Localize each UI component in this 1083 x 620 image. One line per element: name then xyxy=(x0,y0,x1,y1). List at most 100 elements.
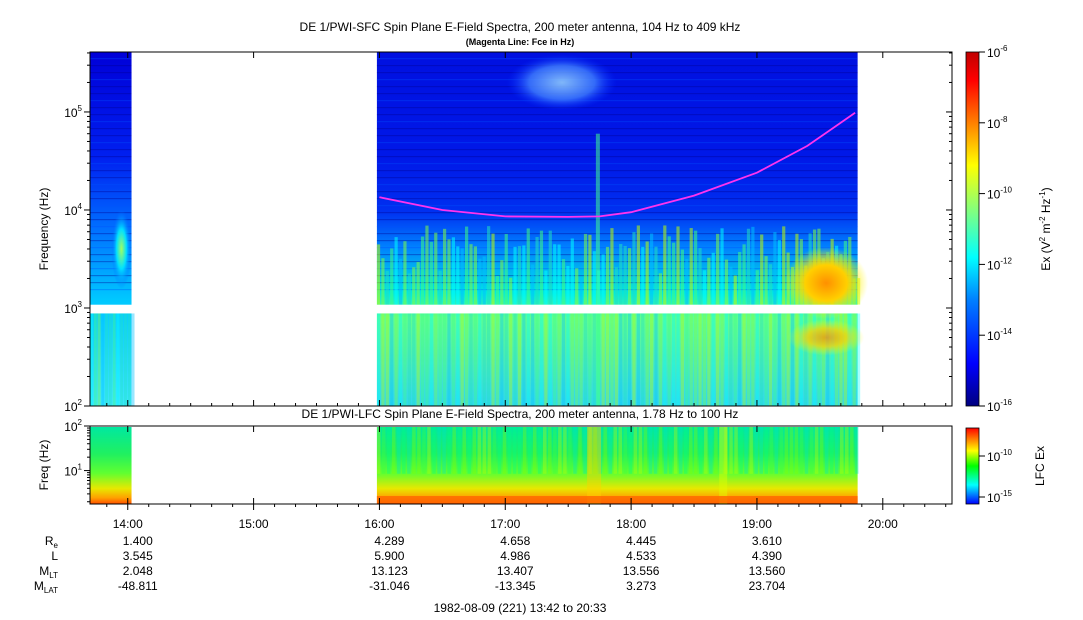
sfc-noise-column xyxy=(658,273,662,305)
sfc-noise-column xyxy=(482,313,486,406)
sfc-band-stripe xyxy=(376,142,858,144)
lfc-noise-column xyxy=(512,427,517,474)
sfc-noise-column xyxy=(394,313,398,406)
sfc-noise-column xyxy=(760,313,764,406)
lfc-noise-column xyxy=(729,427,733,474)
ephemeris-value: 3.545 xyxy=(123,549,153,563)
sfc-noise-column xyxy=(680,313,685,406)
sfc-noise-column xyxy=(663,225,667,305)
sfc-noise-column xyxy=(649,313,654,406)
lfc-noise-column xyxy=(663,427,668,474)
sfc-noise-column xyxy=(491,313,495,406)
sfc-noise-column xyxy=(636,313,640,406)
lfc-noise-column xyxy=(814,427,819,474)
sfc-noise-column xyxy=(746,228,751,305)
sfc-noise-column xyxy=(654,313,658,406)
lfc-colorbar-ticks: 10-10 10-15 xyxy=(979,448,1012,505)
lfc-noise-column xyxy=(452,427,456,474)
sfc-noise-column xyxy=(782,226,786,305)
sfc-noise-column xyxy=(856,313,861,406)
lfc-noise-column xyxy=(673,427,678,474)
ephemeris-value: 4.390 xyxy=(752,549,782,563)
lfc-noise-column xyxy=(855,427,859,474)
sfc-colorbar-tick-label: 10-6 xyxy=(987,44,1008,60)
sfc-intense-emission xyxy=(788,319,865,356)
lfc-y-tick-label: 101 xyxy=(64,463,82,479)
sfc-noise-column xyxy=(588,234,592,305)
sfc-noise-column xyxy=(667,313,671,406)
lfc-noise-column xyxy=(769,427,774,474)
sfc-noise-column xyxy=(531,313,535,406)
lfc-noise-column xyxy=(804,427,809,474)
lfc-noise-column xyxy=(472,427,477,474)
sfc-noise-column xyxy=(698,248,702,305)
sfc-noise-column xyxy=(720,313,724,406)
sfc-noise-column xyxy=(416,313,420,406)
lfc-emission-burst xyxy=(719,427,728,504)
lfc-noise-column xyxy=(568,427,572,474)
lfc-noise-column xyxy=(392,427,396,474)
lfc-noise-column xyxy=(774,427,779,474)
sfc-band-stripe xyxy=(376,100,858,102)
sfc-noise-column xyxy=(131,312,135,406)
lfc-noise-column xyxy=(628,427,633,474)
sfc-band-stripe xyxy=(90,233,132,235)
lfc-noise-column xyxy=(482,427,487,474)
sfc-noise-column xyxy=(429,313,433,406)
sfc-band-stripe xyxy=(376,170,858,172)
sfc-noise-column xyxy=(557,244,561,305)
lfc-noise-column xyxy=(537,427,542,474)
sfc-noise-column xyxy=(654,246,658,305)
sfc-noise-column xyxy=(676,226,680,305)
sfc-band-stripe xyxy=(90,142,132,144)
lfc-noise-column xyxy=(709,427,713,474)
sfc-y-axis: 102 103 104 105 xyxy=(64,52,952,414)
sfc-y-tick-label: 104 xyxy=(64,202,82,218)
sfc-noise-column xyxy=(509,277,513,305)
lfc-data-segment xyxy=(90,427,132,504)
sfc-noise-column xyxy=(834,313,839,406)
lfc-noise-column xyxy=(386,427,391,474)
sfc-noise-column xyxy=(390,248,394,305)
lfc-colorbar-label: LFC Ex xyxy=(1033,446,1047,486)
sfc-noise-column xyxy=(465,313,469,406)
lfc-noise-column xyxy=(633,427,638,474)
ephemeris-value: 13.556 xyxy=(623,564,660,578)
lfc-colorbar: 10-10 10-15 LFC Ex xyxy=(965,427,1047,505)
lfc-noise-column xyxy=(376,427,381,474)
sfc-intense-emission xyxy=(784,246,869,319)
sfc-noise-column xyxy=(649,233,654,305)
sfc-noise-column xyxy=(544,270,548,305)
sfc-emission-spike xyxy=(595,133,600,407)
sfc-noise-column xyxy=(553,244,557,305)
lfc-noise-column xyxy=(648,427,653,474)
sfc-band-stripe xyxy=(376,198,858,200)
lfc-noise-column xyxy=(824,427,829,474)
lfc-noise-column xyxy=(850,427,854,474)
sfc-noise-column xyxy=(105,312,109,406)
lfc-noise-column xyxy=(553,427,557,474)
sfc-band-stripe xyxy=(90,219,132,221)
sfc-noise-column xyxy=(694,313,698,406)
lfc-noise-column xyxy=(719,427,723,474)
sfc-band-stripe xyxy=(90,289,132,291)
sfc-y-tick-label: 105 xyxy=(64,104,82,120)
x-axis: 14:00 15:00 16:00 17:00 18:00 19:00 20:00 xyxy=(106,52,947,531)
sfc-band-stripe xyxy=(376,107,858,109)
sfc-noise-column xyxy=(557,313,561,406)
lfc-noise-column xyxy=(548,427,552,474)
lfc-noise-column xyxy=(623,427,628,474)
sfc-noise-column xyxy=(738,252,742,305)
sfc-noise-column xyxy=(610,313,614,406)
lfc-noise-column xyxy=(402,427,406,474)
sfc-noise-column xyxy=(627,248,632,305)
sfc-noise-column xyxy=(707,257,711,305)
lfc-noise-column xyxy=(497,427,502,474)
sfc-noise-column xyxy=(601,313,605,406)
lfc-noise-column xyxy=(829,427,834,474)
sfc-noise-column xyxy=(495,313,500,406)
lfc-noise-column xyxy=(714,427,718,474)
x-tick-label: 17:00 xyxy=(490,517,520,531)
lfc-noise-column xyxy=(457,427,461,474)
ephemeris-value: -48.811 xyxy=(118,579,158,593)
